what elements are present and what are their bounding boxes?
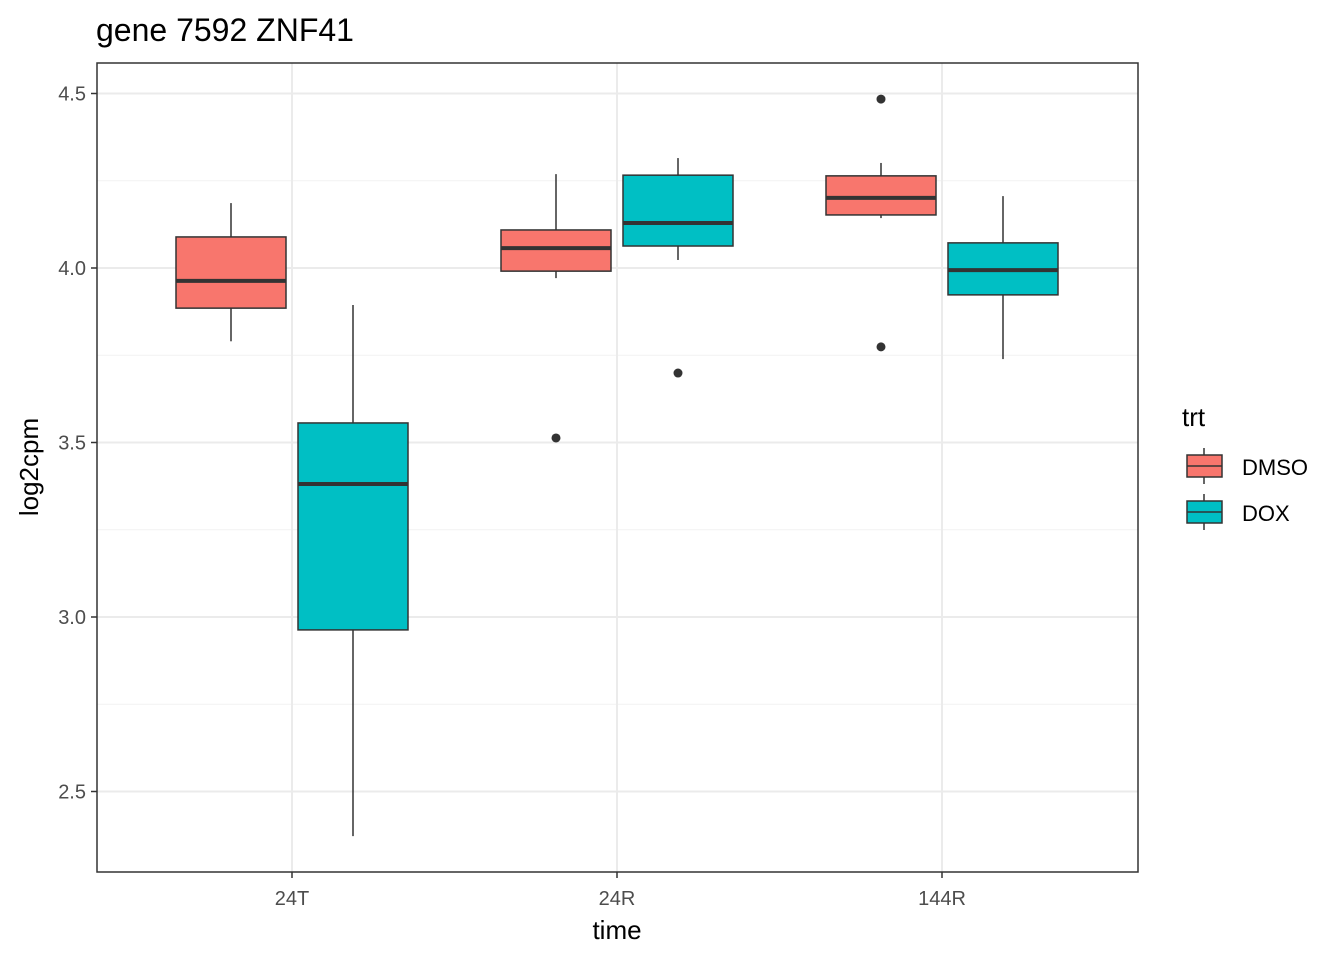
- box-iqr: [297, 422, 409, 631]
- x-tick-label: 24R: [599, 888, 636, 910]
- outlier-point: [876, 94, 886, 104]
- box-dox-24r: [622, 158, 734, 378]
- y-axis-label: log2cpm: [14, 418, 44, 516]
- box-dmso-24t: [175, 203, 287, 342]
- box-dox-144r: [947, 196, 1059, 360]
- box-iqr: [500, 229, 612, 272]
- box-dmso-144r: [825, 94, 937, 352]
- x-tick-label: 24T: [275, 888, 309, 910]
- outlier-point: [876, 342, 886, 352]
- legend-label-dmso: DMSO: [1242, 455, 1308, 480]
- y-tick-label: 4.0: [58, 258, 86, 280]
- y-tick-label: 2.5: [58, 782, 86, 804]
- chart-title: gene 7592 ZNF41: [96, 12, 354, 48]
- outlier-point: [551, 433, 561, 443]
- legend: trt DMSO DOX: [1182, 402, 1308, 530]
- box-iqr: [175, 236, 287, 309]
- box-dmso-24r: [500, 174, 612, 443]
- box-iqr: [825, 175, 937, 216]
- legend-label-dox: DOX: [1242, 501, 1290, 526]
- box-dox-24t: [297, 304, 409, 837]
- x-tick-label: 144R: [918, 888, 966, 910]
- x-axis-label: time: [592, 915, 641, 945]
- box-iqr: [622, 174, 734, 247]
- outlier-point: [673, 368, 683, 378]
- legend-title: trt: [1182, 402, 1206, 432]
- y-tick-label: 3.5: [58, 433, 86, 455]
- y-tick-label: 4.5: [58, 84, 86, 106]
- y-tick-label: 3.0: [58, 607, 86, 629]
